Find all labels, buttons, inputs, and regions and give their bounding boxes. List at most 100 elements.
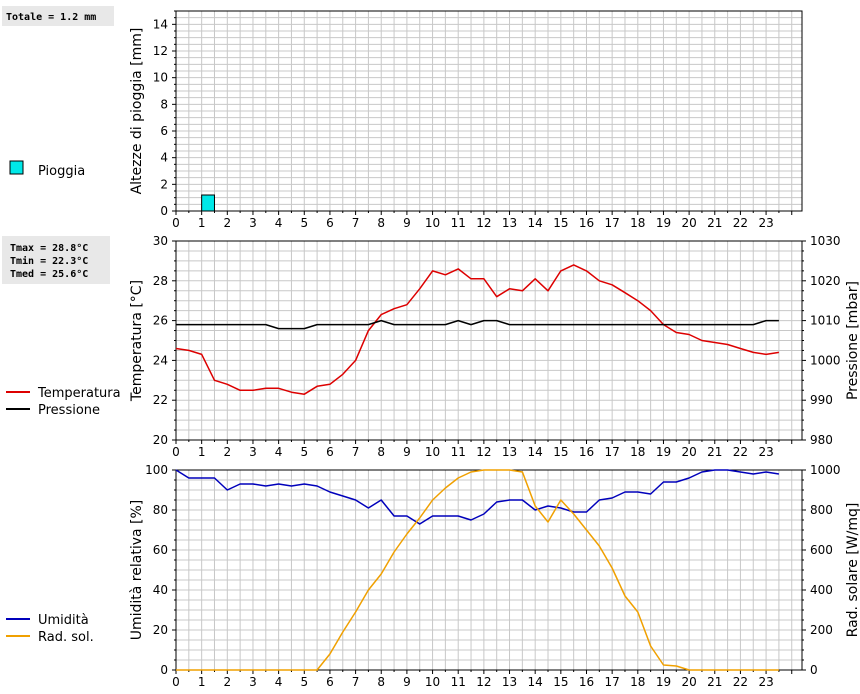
rain-legend-swatch: [9, 160, 24, 175]
hum-y2-axis-title: Rad. solare [W/mq]: [845, 503, 860, 638]
temp-x-tick-label: 10: [425, 445, 440, 459]
humidity-solar-legend: Umidità Rad. sol.: [6, 613, 94, 645]
hum-x-tick-label: 15: [553, 675, 568, 689]
hum-y-tick-label: 80: [153, 503, 168, 517]
hum-x-tick-label: 13: [502, 675, 517, 689]
rain-y-axis-title: Altezze di pioggia [mm]: [129, 28, 145, 195]
rain-total-text: Totale = 1.2 mm: [6, 12, 96, 23]
hum-y2-tick-label: 800: [810, 503, 833, 517]
hum-y-tick-label: 20: [153, 623, 168, 637]
rain-x-tick-label: 7: [352, 216, 360, 230]
hum-x-tick-label: 1: [198, 675, 206, 689]
hum-y-tick-label: 40: [153, 583, 168, 597]
temp-x-tick-label: 13: [502, 445, 517, 459]
temp-y-tick-label: 20: [153, 433, 168, 447]
hum-x-tick-label: 20: [681, 675, 696, 689]
hum-y2-tick-label: 0: [810, 663, 818, 677]
hum-x-tick-label: 6: [326, 675, 334, 689]
hum-x-tick-label: 11: [451, 675, 466, 689]
temp-x-tick-label: 1: [198, 445, 206, 459]
rain-y-tick-label: 0: [160, 204, 168, 218]
temp-x-tick-label: 7: [352, 445, 360, 459]
temp-x-tick-label: 0: [172, 445, 180, 459]
plot-area: 0 1 2 3 4 5 6 7 8 9 10 11 12 13 14 15 16 17 18 19 20 21 22 2302…: [129, 10, 860, 689]
hum-y2-tick-label: 400: [810, 583, 833, 597]
rain-y-tick-label: 8: [160, 97, 168, 111]
temp-y2-tick-label: 990: [810, 393, 833, 407]
rain-x-tick-label: 17: [605, 216, 620, 230]
rain-x-tick-label: 19: [656, 216, 671, 230]
temp-plot-frame: [175, 240, 803, 441]
hum-y2-tick-label: 600: [810, 543, 833, 557]
rain-x-tick-label: 3: [249, 216, 257, 230]
rain-x-tick-label: 9: [403, 216, 411, 230]
temp-x-tick-label: 14: [528, 445, 543, 459]
temp-x-tick-label: 3: [249, 445, 257, 459]
hum-x-tick-label: 17: [605, 675, 620, 689]
temp-x-tick-label: 19: [656, 445, 671, 459]
rain-y-tick-label: 4: [160, 151, 168, 165]
temp-y-tick-label: 22: [153, 393, 168, 407]
hum-x-tick-label: 5: [300, 675, 308, 689]
hum-y-tick-label: 60: [153, 543, 168, 557]
temp-y-tick-label: 28: [153, 274, 168, 288]
rain-x-tick-label: 21: [707, 216, 722, 230]
hum-x-tick-label: 9: [403, 675, 411, 689]
rain-y-tick-label: 10: [153, 71, 168, 85]
rain-y-tick-label: 14: [153, 17, 168, 31]
rain-y-tick-label: 6: [160, 124, 168, 138]
hum-y2-tick-label: 1000: [810, 463, 841, 477]
solar-legend-label: Rad. sol.: [38, 630, 94, 645]
temp-y2-axis-title: Pressione [mbar]: [845, 281, 860, 400]
rad-sol-series-line: [176, 469, 779, 671]
hum-y-tick-label: 100: [145, 463, 168, 477]
temp-x-tick-label: 8: [377, 445, 385, 459]
rain-bar: [201, 194, 215, 212]
rain-x-tick-label: 16: [579, 216, 594, 230]
rain-x-tick-label: 22: [733, 216, 748, 230]
temp-x-tick-label: 9: [403, 445, 411, 459]
rain-x-tick-label: 13: [502, 216, 517, 230]
rain-legend-label: Pioggia: [38, 164, 85, 179]
hum-x-tick-label: 8: [377, 675, 385, 689]
rain-x-tick-label: 18: [630, 216, 645, 230]
temp-y2-tick-label: 1010: [810, 314, 841, 328]
rain-x-tick-label: 4: [275, 216, 283, 230]
temp-x-tick-label: 15: [553, 445, 568, 459]
hum-x-tick-label: 10: [425, 675, 440, 689]
temp-x-tick-label: 17: [605, 445, 620, 459]
temp-x-tick-label: 11: [451, 445, 466, 459]
rain-x-tick-label: 20: [681, 216, 696, 230]
pressure-legend-label: Pressione: [38, 403, 100, 418]
pressione-series-line: [176, 319, 779, 330]
rain-x-tick-label: 12: [476, 216, 491, 230]
hum-y2-tick-label: 200: [810, 623, 833, 637]
rain-x-tick-label: 6: [326, 216, 334, 230]
humidity-legend-label: Umidità: [38, 613, 89, 628]
rain-x-tick-label: 0: [172, 216, 180, 230]
rain-y-tick-label: 12: [153, 44, 168, 58]
hum-y-tick-label: 0: [160, 663, 168, 677]
hum-x-tick-label: 16: [579, 675, 594, 689]
temp-x-tick-label: 23: [758, 445, 773, 459]
temperatura-series-line: [175, 264, 780, 395]
tmax-text: Tmax = 28.8°C: [10, 243, 88, 254]
hum-y-axis-title: Umidità relativa [%]: [129, 500, 145, 641]
rain-total-box: Totale = 1.2 mm: [2, 6, 114, 26]
hum-x-tick-label: 2: [223, 675, 231, 689]
temp-x-tick-label: 5: [300, 445, 308, 459]
temp-y2-tick-label: 1000: [810, 353, 841, 367]
rain-x-tick-label: 2: [223, 216, 231, 230]
rain-plot-frame: [175, 10, 803, 212]
temp-y2-tick-label: 1020: [810, 274, 841, 288]
temp-y-tick-label: 24: [153, 353, 168, 367]
tmin-text: Tmin = 22.3°C: [10, 255, 88, 267]
temperature-stats-box: Tmax = 28.8°C Tmin = 22.3°C Tmed = 25.6°…: [2, 236, 110, 284]
rain-x-tick-label: 15: [553, 216, 568, 230]
hum-x-tick-label: 22: [733, 675, 748, 689]
hum-x-tick-label: 0: [172, 675, 180, 689]
temp-y-tick-label: 26: [153, 314, 168, 328]
temp-x-tick-label: 22: [733, 445, 748, 459]
temp-x-tick-label: 20: [681, 445, 696, 459]
